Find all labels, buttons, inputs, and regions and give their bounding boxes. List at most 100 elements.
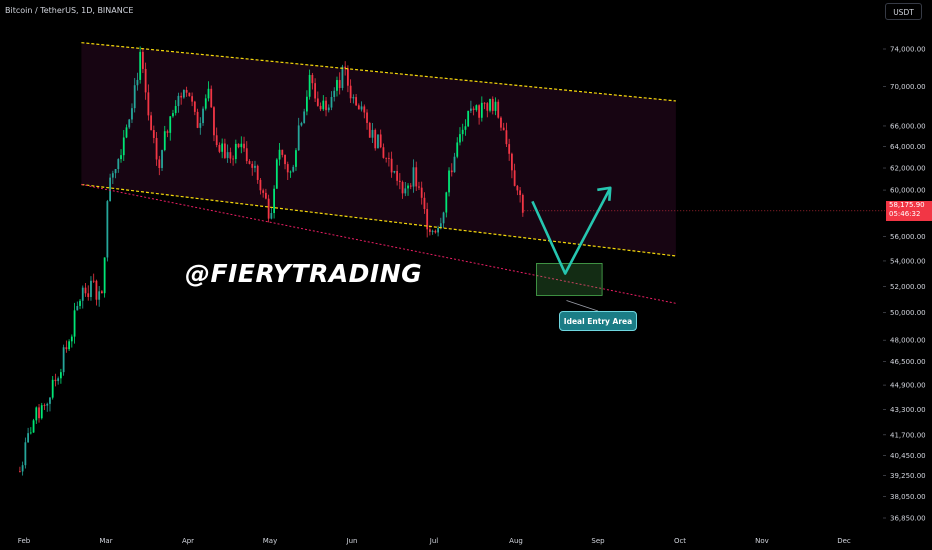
candle-body [95, 280, 98, 300]
candle [278, 142, 281, 166]
candle-body [180, 95, 183, 98]
candle-body [341, 66, 344, 88]
candle-body [40, 405, 43, 419]
candle [109, 173, 111, 202]
candle [295, 148, 297, 171]
candle [111, 170, 114, 185]
candle [172, 109, 174, 118]
candle-body [478, 105, 480, 118]
candle [81, 285, 84, 309]
candle [103, 257, 106, 298]
candle [262, 188, 265, 198]
candle [259, 177, 262, 195]
x-tick-label: Oct [674, 537, 686, 545]
candle-body [349, 85, 352, 99]
candle-body [497, 101, 500, 118]
candle [456, 137, 459, 159]
candle [445, 191, 448, 218]
candle [270, 208, 273, 220]
candle-body [234, 143, 237, 160]
candle [448, 167, 450, 197]
x-tick-label: Jun [346, 537, 358, 545]
candle [251, 161, 254, 176]
last-price-countdown: 05:46:32 [889, 210, 921, 219]
candle-body [338, 80, 341, 88]
candle [511, 152, 513, 179]
candle [377, 134, 379, 149]
y-tick-label: 74,000.00 [890, 46, 926, 54]
x-tick-label: May [263, 537, 277, 545]
candle-body [193, 101, 196, 112]
candle [92, 273, 95, 283]
watermark-text: @FIERYTRADING [185, 259, 423, 288]
candle-body [133, 85, 136, 109]
candle [357, 103, 360, 110]
candle-body [502, 127, 505, 131]
candle [199, 117, 202, 135]
candle-body [374, 129, 377, 149]
candle-body [142, 51, 144, 69]
projection-arrow [531, 187, 612, 275]
candle [390, 151, 393, 178]
candle [57, 376, 60, 385]
candle-body [125, 127, 128, 138]
candle-body [76, 305, 79, 311]
candle-body [114, 169, 117, 174]
candle-body [415, 167, 418, 187]
candle [245, 141, 248, 164]
candle [177, 92, 180, 113]
candle-body [368, 122, 371, 138]
candle-body [439, 223, 442, 228]
candle-body [106, 201, 109, 258]
candle [29, 427, 32, 435]
candle-body [183, 89, 185, 98]
candle [174, 100, 177, 116]
candle [407, 183, 409, 196]
candle [207, 81, 210, 102]
candle-body [464, 126, 467, 130]
candle-body [177, 95, 180, 107]
candle-body [300, 122, 303, 126]
candle [502, 122, 505, 131]
candle [292, 164, 295, 173]
candle-body [29, 432, 32, 434]
candle [412, 159, 415, 193]
candle [70, 334, 73, 348]
candle-body [81, 287, 84, 301]
candle-body [336, 80, 338, 91]
candle-body [316, 98, 319, 106]
candle [273, 185, 275, 219]
candle-body [491, 98, 494, 111]
y-tick-label: 39,250.00 [890, 472, 926, 480]
candle [76, 301, 79, 311]
candle-body [265, 192, 267, 199]
candle-body [54, 379, 57, 382]
candle [202, 106, 204, 126]
candle [155, 131, 158, 166]
candle [486, 102, 489, 118]
x-tick-label: Sep [591, 537, 605, 545]
candle-body [120, 155, 122, 160]
currency-button[interactable]: USDT [885, 3, 922, 20]
candle [158, 155, 161, 176]
candle-body [87, 293, 90, 298]
trend-lines [81, 42, 885, 304]
candles [19, 46, 524, 476]
candle [234, 139, 237, 164]
candle [204, 94, 207, 111]
candle-body [150, 115, 152, 131]
candle [237, 143, 240, 149]
candle [224, 138, 226, 160]
candle-body [303, 111, 306, 123]
candle-body [426, 209, 429, 230]
candle-body [330, 96, 333, 108]
candle-body [68, 341, 70, 350]
candle [366, 109, 368, 130]
candle [166, 129, 169, 138]
candle-body [500, 117, 502, 128]
candle [286, 161, 289, 181]
candle-body [459, 134, 461, 143]
candle-body [284, 154, 286, 165]
y-tick-label: 50,000.00 [890, 309, 926, 317]
